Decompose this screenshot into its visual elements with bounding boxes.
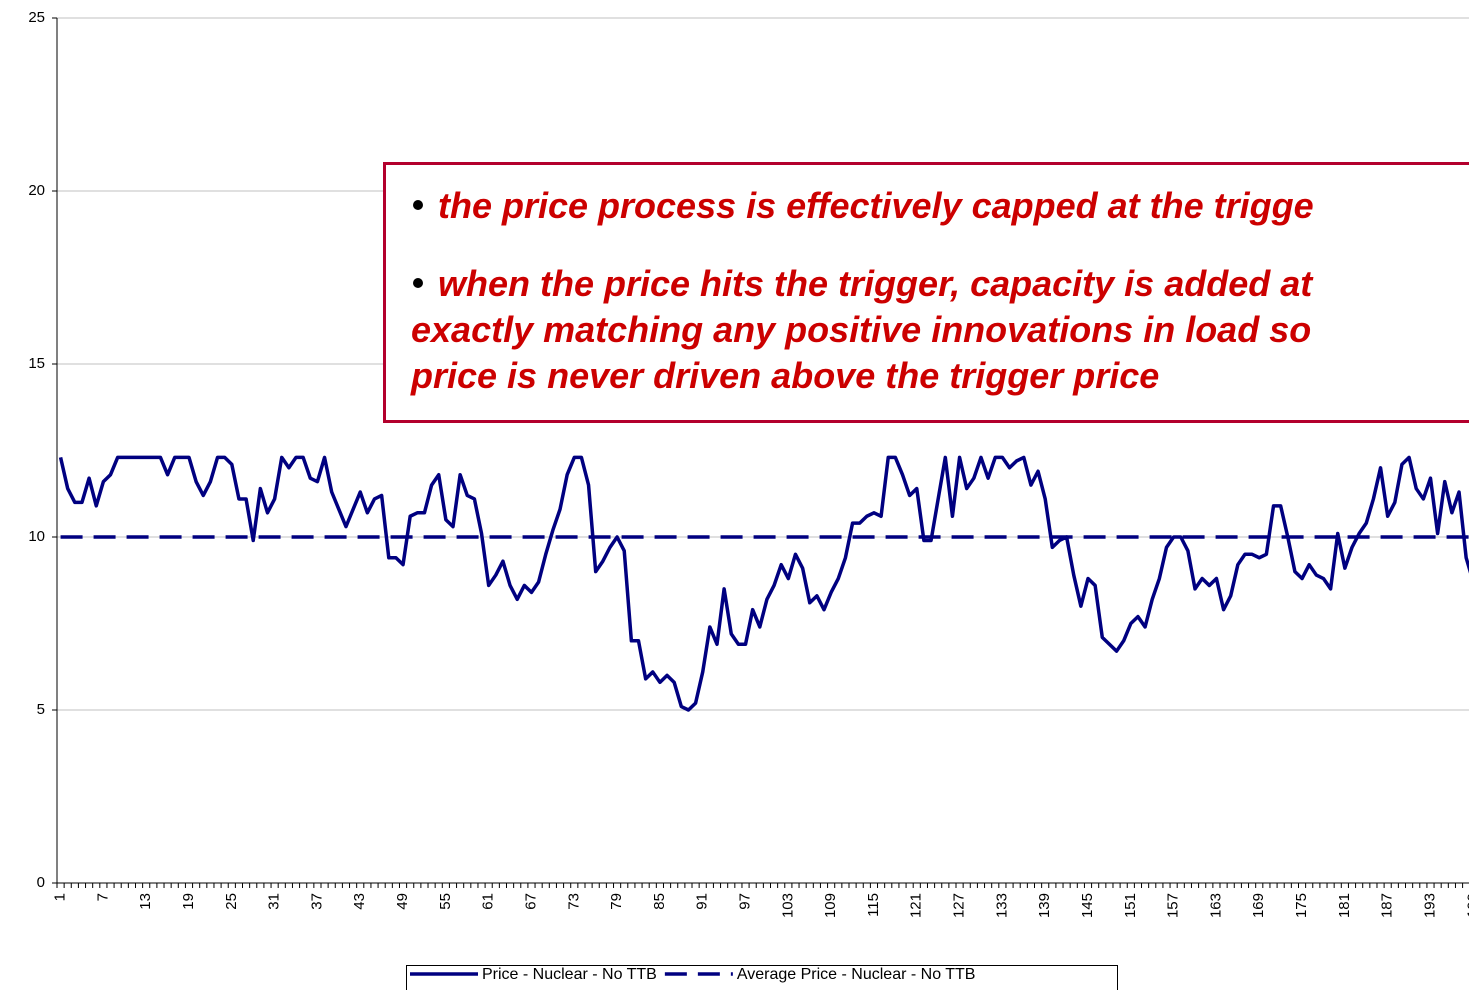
annotation-text: exactly matching any positive innovation… xyxy=(411,309,1311,350)
y-tick-label: 15 xyxy=(28,355,45,372)
x-tick-label: 109 xyxy=(822,893,839,918)
x-tick-label: 151 xyxy=(1122,893,1139,918)
y-tick-label: 0 xyxy=(37,874,45,891)
x-tick-label: 133 xyxy=(993,893,1010,918)
y-tick-label: 25 xyxy=(28,9,45,26)
x-tick-label: 79 xyxy=(608,893,625,910)
x-tick-label: 73 xyxy=(565,893,582,910)
x-tick-label: 163 xyxy=(1207,893,1224,918)
x-tick-label: 13 xyxy=(137,893,154,910)
x-tick-label: 85 xyxy=(651,893,668,910)
x-tick-label: 157 xyxy=(1165,893,1182,918)
x-tick-label: 55 xyxy=(437,893,454,910)
x-tick-label: 199 xyxy=(1464,893,1469,918)
annotation-text: price is never driven above the trigger … xyxy=(410,355,1159,396)
x-tick-label: 37 xyxy=(308,893,325,910)
y-tick-label: 10 xyxy=(28,528,45,545)
x-tick-label: 193 xyxy=(1421,893,1438,918)
x-tick-label: 61 xyxy=(480,893,497,910)
annotation-box xyxy=(383,162,1469,423)
bullet xyxy=(413,200,423,210)
legend-box xyxy=(406,965,1118,990)
x-tick-label: 1 xyxy=(52,893,69,901)
x-tick-label: 127 xyxy=(951,893,968,918)
y-tick-label: 20 xyxy=(28,182,45,199)
bullet xyxy=(413,278,423,288)
x-tick-label: 19 xyxy=(180,893,197,910)
x-tick-label: 169 xyxy=(1250,893,1267,918)
x-tick-label: 97 xyxy=(736,893,753,910)
annotation-text: the price process is effectively capped … xyxy=(438,185,1314,226)
x-tick-label: 145 xyxy=(1079,893,1096,918)
x-tick-label: 115 xyxy=(865,893,882,917)
x-tick-label: 139 xyxy=(1036,893,1053,918)
x-tick-label: 7 xyxy=(94,893,111,901)
x-tick-label: 91 xyxy=(694,893,711,910)
x-tick-label: 31 xyxy=(266,893,283,910)
x-tick-label: 49 xyxy=(394,893,411,910)
x-tick-label: 181 xyxy=(1336,893,1353,918)
x-tick-label: 25 xyxy=(223,893,240,910)
x-tick-label: 175 xyxy=(1293,893,1310,918)
y-tick-label: 5 xyxy=(37,701,45,718)
x-tick-label: 67 xyxy=(522,893,539,910)
x-tick-label: 121 xyxy=(908,893,925,918)
price-line xyxy=(58,455,1469,712)
annotation-text: when the price hits the trigger, capacit… xyxy=(438,263,1314,304)
legend-label: Price - Nuclear - No TTB xyxy=(482,966,657,983)
legend-label: Average Price - Nuclear - No TTB xyxy=(737,966,976,983)
x-tick-label: 43 xyxy=(351,893,368,910)
x-tick-label: 103 xyxy=(779,893,796,918)
x-tick-label: 187 xyxy=(1379,893,1396,918)
